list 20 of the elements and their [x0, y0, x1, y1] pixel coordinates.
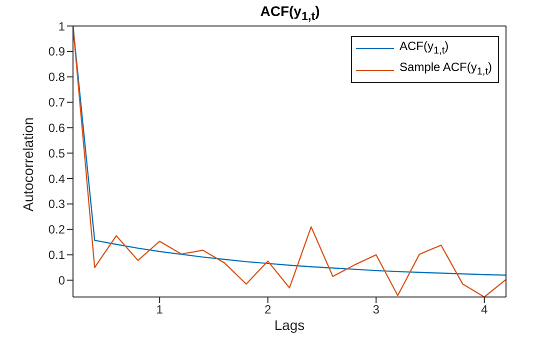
- y-tick-label: 0.6: [48, 120, 66, 135]
- y-tick-label: 0.4: [48, 172, 66, 186]
- y-tick-label: 0.2: [48, 222, 66, 237]
- y-tick-label: 0.8: [48, 70, 66, 84]
- x-axis-title: Lags: [274, 317, 305, 333]
- legend-label: Sample ACF(y$_{1,t}$): [400, 59, 492, 80]
- y-tick-label: 0: [58, 273, 66, 288]
- legend-label: ACF(y$_{1,t}$): [400, 38, 449, 58]
- x-tick-label: 2: [264, 302, 272, 317]
- x-tick-label: 4: [481, 302, 488, 317]
- x-tick-label: 1: [156, 302, 164, 317]
- chart-title: ACF(y$_{1,t}$): [259, 3, 321, 23]
- y-tick-label: 0.7: [48, 96, 66, 110]
- y-tick-label: 0.9: [48, 44, 66, 59]
- y-axis-title: Autocorrelation: [20, 117, 36, 212]
- y-tick-label: 0.5: [48, 146, 66, 160]
- y-tick-label: 0.3: [48, 197, 66, 212]
- y-tick-label: 0.1: [48, 248, 66, 262]
- y-tick-label: 1: [58, 19, 66, 34]
- x-tick-label: 3: [372, 302, 380, 317]
